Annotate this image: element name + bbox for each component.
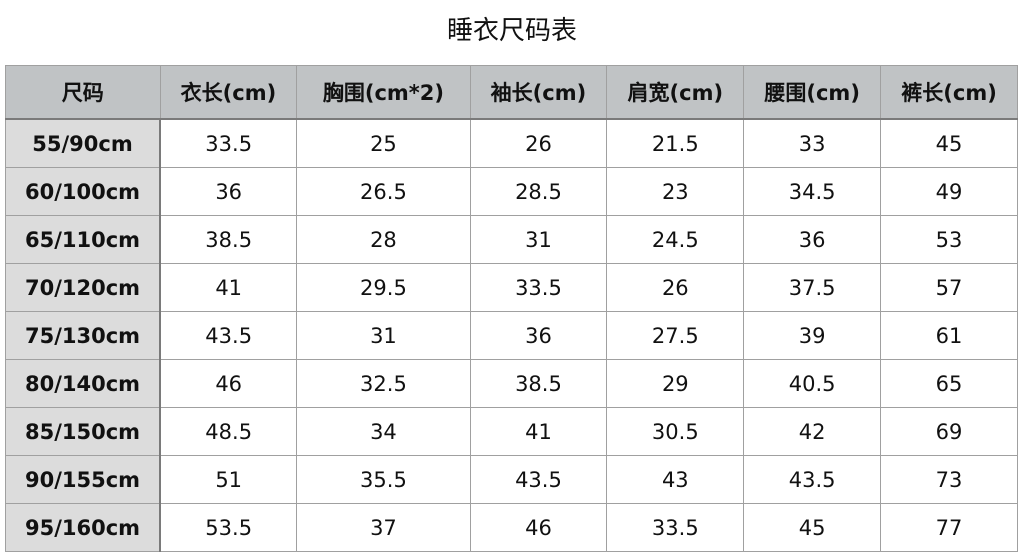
value-cell: 33.5 <box>159 118 298 168</box>
value-cell: 37.5 <box>743 263 882 312</box>
value-cell: 29.5 <box>296 263 471 312</box>
value-cell: 43.5 <box>743 455 882 504</box>
size-cell: 90/155cm <box>5 455 161 504</box>
value-cell: 69 <box>880 407 1018 456</box>
value-cell: 33 <box>743 118 882 168</box>
value-cell: 73 <box>880 455 1018 504</box>
value-cell: 32.5 <box>296 359 471 408</box>
table-row: 85/150cm 48.5 34 41 30.5 42 69 <box>5 407 1018 456</box>
value-cell: 38.5 <box>469 359 608 408</box>
value-cell: 28 <box>296 215 471 264</box>
value-cell: 33.5 <box>606 503 745 552</box>
size-cell: 70/120cm <box>5 263 161 312</box>
column-header: 腰围(cm) <box>743 65 882 120</box>
table-row: 90/155cm 51 35.5 43.5 43 43.5 73 <box>5 455 1018 504</box>
value-cell: 34.5 <box>743 167 882 216</box>
value-cell: 46 <box>159 359 298 408</box>
table-row: 55/90cm 33.5 25 26 21.5 33 45 <box>5 118 1018 168</box>
value-cell: 38.5 <box>159 215 298 264</box>
value-cell: 65 <box>880 359 1018 408</box>
value-cell: 37 <box>296 503 471 552</box>
size-cell: 80/140cm <box>5 359 161 408</box>
value-cell: 33.5 <box>469 263 608 312</box>
header-row: 尺码 衣长(cm) 胸围(cm*2) 袖长(cm) 肩宽(cm) 腰围(cm) 裤长(cm) <box>5 65 1018 120</box>
value-cell: 57 <box>880 263 1018 312</box>
value-cell: 51 <box>159 455 298 504</box>
value-cell: 36 <box>469 311 608 360</box>
value-cell: 48.5 <box>159 407 298 456</box>
value-cell: 45 <box>743 503 882 552</box>
size-cell: 65/110cm <box>5 215 161 264</box>
table-row: 95/160cm 53.5 37 46 33.5 45 77 <box>5 503 1018 552</box>
table-row: 75/130cm 43.5 31 36 27.5 39 61 <box>5 311 1018 360</box>
value-cell: 53 <box>880 215 1018 264</box>
value-cell: 61 <box>880 311 1018 360</box>
value-cell: 77 <box>880 503 1018 552</box>
value-cell: 29 <box>606 359 745 408</box>
value-cell: 43 <box>606 455 745 504</box>
value-cell: 26 <box>469 118 608 168</box>
value-cell: 41 <box>469 407 608 456</box>
table-row: 70/120cm 41 29.5 33.5 26 37.5 57 <box>5 263 1018 312</box>
table-row: 80/140cm 46 32.5 38.5 29 40.5 65 <box>5 359 1018 408</box>
value-cell: 41 <box>159 263 298 312</box>
size-table: 尺码 衣长(cm) 胸围(cm*2) 袖长(cm) 肩宽(cm) 腰围(cm) 裤长(cm)… <box>5 65 1018 552</box>
value-cell: 31 <box>469 215 608 264</box>
value-cell: 31 <box>296 311 471 360</box>
value-cell: 25 <box>296 118 471 168</box>
value-cell: 43.5 <box>469 455 608 504</box>
value-cell: 53.5 <box>159 503 298 552</box>
size-cell: 55/90cm <box>5 118 161 168</box>
value-cell: 35.5 <box>296 455 471 504</box>
value-cell: 39 <box>743 311 882 360</box>
value-cell: 26 <box>606 263 745 312</box>
size-cell: 75/130cm <box>5 311 161 360</box>
column-header: 袖长(cm) <box>469 65 608 120</box>
value-cell: 23 <box>606 167 745 216</box>
page-title: 睡衣尺码表 <box>446 16 577 46</box>
size-cell: 60/100cm <box>5 167 161 216</box>
value-cell: 45 <box>880 118 1018 168</box>
value-cell: 34 <box>296 407 471 456</box>
value-cell: 21.5 <box>606 118 745 168</box>
value-cell: 40.5 <box>743 359 882 408</box>
table-row: 65/110cm 38.5 28 31 24.5 36 53 <box>5 215 1018 264</box>
value-cell: 26.5 <box>296 167 471 216</box>
column-header: 尺码 <box>5 65 161 120</box>
value-cell: 43.5 <box>159 311 298 360</box>
value-cell: 36 <box>743 215 882 264</box>
value-cell: 27.5 <box>606 311 745 360</box>
value-cell: 36 <box>159 167 298 216</box>
size-cell: 85/150cm <box>5 407 161 456</box>
value-cell: 28.5 <box>469 167 608 216</box>
table-row: 60/100cm 36 26.5 28.5 23 34.5 49 <box>5 167 1018 216</box>
value-cell: 42 <box>743 407 882 456</box>
column-header: 裤长(cm) <box>880 65 1018 120</box>
value-cell: 24.5 <box>606 215 745 264</box>
column-header: 衣长(cm) <box>159 65 298 120</box>
column-header: 胸围(cm*2) <box>296 65 471 120</box>
value-cell: 46 <box>469 503 608 552</box>
value-cell: 30.5 <box>606 407 745 456</box>
column-header: 肩宽(cm) <box>606 65 745 120</box>
size-cell: 95/160cm <box>5 503 161 552</box>
value-cell: 49 <box>880 167 1018 216</box>
